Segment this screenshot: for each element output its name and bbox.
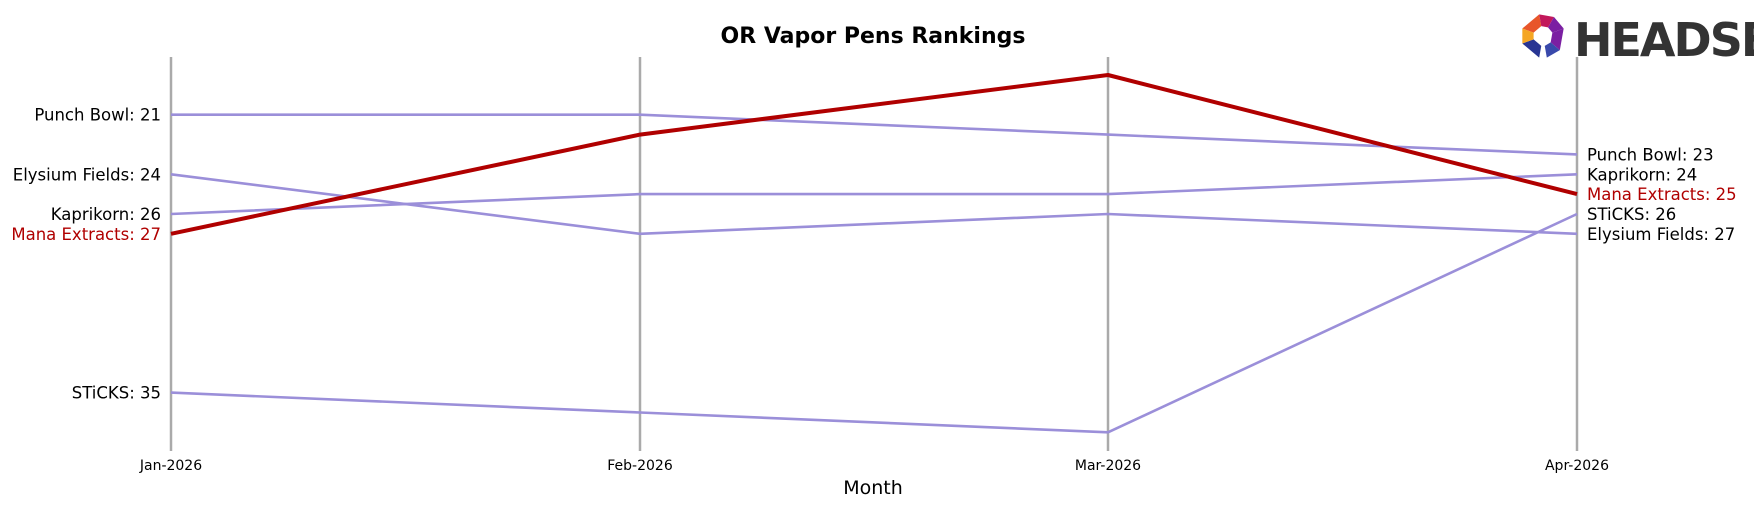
logo-segment — [1548, 16, 1564, 33]
left-rank-labels: Punch Bowl: 21 Elysium Fields: 24 Kaprikor… — [11, 106, 161, 403]
series-line-sticks — [170, 212, 1578, 434]
right-label-punch-bowl: Punch Bowl: 23 — [1587, 145, 1714, 164]
x-tick-label: Apr-2026 — [1545, 458, 1609, 474]
left-label-elysium-fields: Elysium Fields: 24 — [13, 165, 161, 184]
x-tick-labels: Jan-2026 Feb-2026 Mar-2026 Apr-2026 — [139, 458, 1609, 474]
month-gridlines — [169, 57, 1579, 451]
left-label-kaprikorn: Kaprikorn: 26 — [51, 205, 161, 224]
headset-logo-mark — [1522, 14, 1564, 58]
chart-title: OR Vapor Pens Rankings — [721, 24, 1026, 49]
logo-segment — [1522, 39, 1542, 58]
series-line-kaprikorn — [170, 173, 1578, 216]
right-label-sticks: STiCKS: 26 — [1587, 205, 1676, 224]
left-label-sticks: STiCKS: 35 — [72, 384, 161, 403]
series-line-punch-bowl — [171, 113, 1578, 156]
right-label-kaprikorn: Kaprikorn: 24 — [1587, 165, 1697, 184]
headset-logo-text: HEADSET — [1574, 13, 1754, 67]
x-axis-label: Month — [843, 477, 903, 499]
series-line-mana-extracts — [170, 73, 1578, 236]
logo-segment — [1522, 14, 1542, 33]
left-label-punch-bowl: Punch Bowl: 21 — [34, 106, 161, 125]
right-label-mana-extracts: Mana Extracts: 25 — [1587, 185, 1737, 204]
headset-logo: HEADSET — [1522, 13, 1754, 67]
x-tick-label: Mar-2026 — [1075, 458, 1141, 474]
logo-segment — [1522, 28, 1534, 44]
logo-segment — [1544, 42, 1560, 58]
logo-segment — [1539, 14, 1554, 28]
right-label-elysium-fields: Elysium Fields: 27 — [1587, 225, 1735, 244]
series-lines — [170, 73, 1578, 434]
logo-segment — [1550, 28, 1564, 51]
left-label-mana-extracts: Mana Extracts: 27 — [11, 225, 161, 244]
x-tick-label: Jan-2026 — [139, 458, 202, 474]
x-tick-label: Feb-2026 — [607, 458, 673, 474]
